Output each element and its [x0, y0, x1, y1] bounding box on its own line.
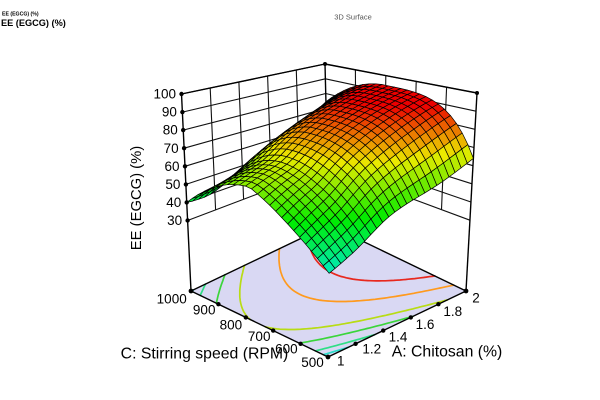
svg-text:600: 600	[275, 342, 298, 357]
svg-text:70: 70	[164, 141, 179, 156]
svg-text:800: 800	[220, 317, 243, 332]
svg-text:40: 40	[166, 195, 181, 210]
svg-text:100: 100	[153, 87, 176, 102]
svg-text:EE (EGCG) (%): EE (EGCG) (%)	[2, 12, 39, 18]
svg-text:1: 1	[337, 354, 345, 369]
svg-text:1000: 1000	[157, 292, 187, 307]
svg-text:EE (EGCG) (%): EE (EGCG) (%)	[1, 18, 66, 28]
svg-text:3D Surface: 3D Surface	[334, 13, 372, 22]
svg-text:1.4: 1.4	[389, 330, 408, 345]
svg-text:A: Chitosan (%): A: Chitosan (%)	[392, 344, 503, 361]
svg-text:50: 50	[165, 177, 180, 192]
svg-text:1.8: 1.8	[443, 304, 462, 319]
svg-text:80: 80	[163, 123, 178, 138]
svg-text:900: 900	[193, 302, 216, 317]
svg-text:EE (EGCG) (%): EE (EGCG) (%)	[129, 146, 145, 250]
svg-text:500: 500	[301, 355, 324, 370]
svg-text:700: 700	[248, 329, 271, 344]
svg-text:1.2: 1.2	[362, 342, 381, 357]
svg-text:2: 2	[472, 291, 480, 306]
svg-text:1.6: 1.6	[416, 317, 435, 332]
svg-text:60: 60	[164, 159, 179, 174]
svg-text:90: 90	[162, 105, 177, 120]
svg-text:C: Stirring speed (RPM): C: Stirring speed (RPM)	[121, 346, 289, 363]
svg-text:30: 30	[167, 213, 182, 228]
